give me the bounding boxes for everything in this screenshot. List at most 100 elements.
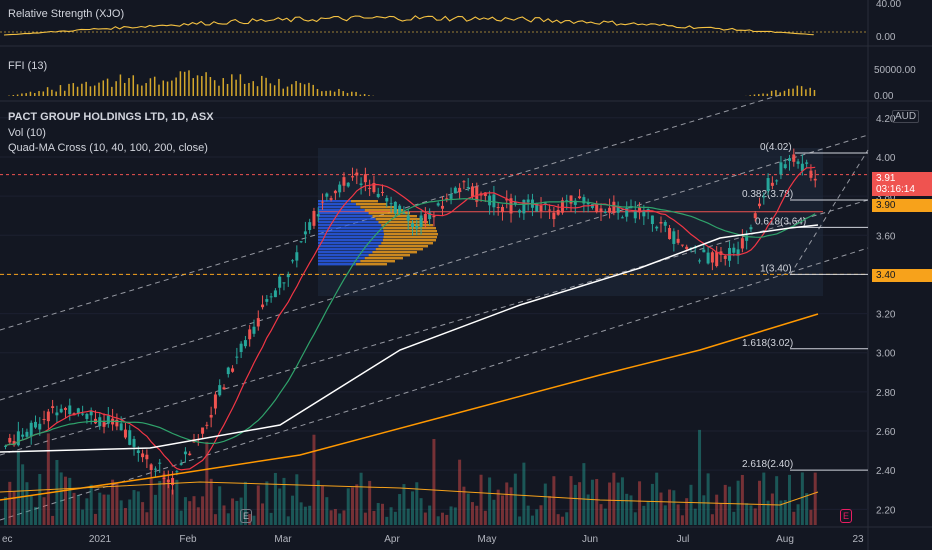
volume-bar	[539, 505, 543, 525]
candle-body	[449, 194, 453, 199]
candle-body	[792, 154, 796, 162]
volume-bar	[762, 472, 766, 525]
candle-body	[333, 190, 337, 194]
candle-body	[788, 158, 792, 161]
ffi-bar	[231, 74, 233, 96]
candle-body	[736, 249, 740, 256]
candle-body	[213, 394, 217, 409]
volume-bar	[4, 497, 7, 525]
rs-indicator-label[interactable]: Relative Strength (XJO)	[8, 8, 125, 20]
ffi-bar	[21, 93, 23, 96]
candle-body	[308, 222, 312, 231]
candle-body	[63, 408, 67, 410]
candle-body	[149, 464, 153, 471]
volume-bar	[12, 491, 16, 525]
volume-bar	[783, 500, 787, 525]
price-tick-label: 2.80	[876, 388, 896, 399]
volume-bar	[770, 493, 774, 525]
ffi-bar	[312, 84, 314, 96]
ffi-bar	[158, 84, 160, 96]
volume-profile-bar	[364, 209, 403, 212]
ffi-bar	[766, 93, 769, 96]
ma200-line	[0, 313, 819, 501]
ffi-bar	[222, 78, 224, 96]
volume-bar	[385, 516, 389, 525]
candle-body	[59, 408, 63, 413]
candle-body	[166, 479, 170, 483]
volume-bar	[479, 474, 483, 525]
volume-bar	[612, 472, 616, 525]
volume-bar	[291, 495, 295, 525]
candle-body	[55, 412, 59, 416]
candle-body	[560, 200, 564, 213]
candle-body	[475, 186, 479, 202]
earnings-upcoming-icon[interactable]: E	[840, 509, 852, 523]
volume-profile-bar	[372, 215, 417, 218]
candle-body	[162, 477, 166, 479]
volume-bar	[192, 496, 196, 525]
earnings-past-icon[interactable]: E	[240, 509, 252, 523]
candle-body	[595, 203, 599, 212]
ffi-bar	[42, 91, 45, 96]
volume-bar	[586, 494, 590, 525]
volume-profile-bar	[318, 245, 379, 248]
ffi-bar	[145, 83, 147, 96]
candle-body	[500, 206, 504, 213]
ffi-bar	[68, 83, 70, 96]
ffi-indicator-label[interactable]: FFI (13)	[8, 60, 48, 72]
candle-body	[668, 228, 672, 240]
candle-body	[710, 252, 714, 263]
candle-body	[222, 387, 226, 390]
candle-body	[676, 238, 680, 243]
volume-bar	[766, 500, 770, 525]
ffi-bar	[111, 86, 113, 96]
candle-body	[612, 201, 616, 214]
price-tick-label: 3.20	[876, 310, 896, 321]
ffi-bar	[55, 91, 57, 96]
quad-ma-indicator-label[interactable]: Quad-MA Cross (10, 40, 100, 200, close)	[8, 142, 208, 154]
volume-profile-bar	[355, 263, 387, 266]
candle-body	[608, 207, 612, 213]
volume-bar	[578, 482, 582, 525]
candle-body	[303, 231, 307, 235]
volume-bar	[805, 493, 809, 525]
currency-unit-label[interactable]: AUD	[892, 110, 920, 123]
volume-profile-bar	[318, 203, 356, 206]
volume-bar	[299, 502, 303, 525]
candle-body	[715, 251, 719, 267]
candle-body	[770, 182, 774, 186]
ffi-bar	[33, 93, 36, 96]
candle-body	[265, 299, 269, 302]
candle-body	[51, 406, 55, 408]
volume-bar	[453, 507, 457, 525]
ffi-bar	[813, 89, 816, 96]
candle-body	[325, 193, 329, 197]
volume-bar	[175, 479, 179, 525]
volume-bar	[235, 500, 239, 525]
bar-countdown: 03:16:14	[876, 184, 915, 195]
candle-body	[115, 419, 119, 427]
volume-indicator-label[interactable]: Vol (10)	[8, 127, 46, 139]
volume-profile-bar	[382, 239, 436, 242]
volume-bar	[582, 463, 586, 525]
level-lower-badge: 3.40	[872, 269, 932, 282]
volume-bar	[21, 464, 25, 525]
volume-profile-bar	[364, 257, 403, 260]
candle-body	[273, 290, 277, 298]
ffi-bar	[106, 78, 109, 96]
ffi-bar	[273, 85, 276, 96]
candle-body	[453, 187, 457, 194]
candle-body	[102, 422, 106, 427]
ffi-bar	[201, 76, 203, 96]
volume-bar	[809, 509, 813, 525]
volume-bar	[552, 476, 556, 525]
candle-body	[256, 318, 260, 327]
volume-bar	[530, 515, 534, 525]
candle-body	[458, 187, 462, 193]
candle-body	[723, 255, 727, 259]
candle-body	[231, 368, 235, 372]
candle-body	[16, 431, 20, 446]
fib-level-label: 0.382(3.78)	[742, 189, 793, 200]
ffi-bar	[321, 91, 323, 96]
